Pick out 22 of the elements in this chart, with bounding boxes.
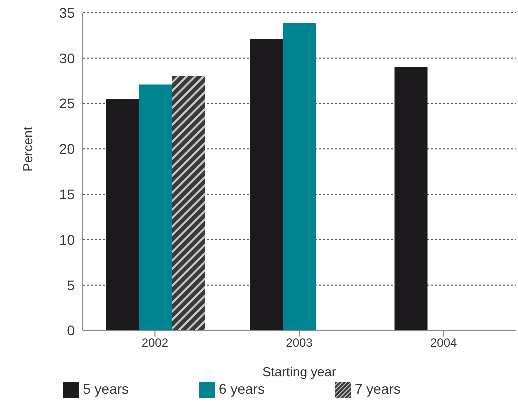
legend-label: 5 years xyxy=(83,380,130,397)
x-tick-label: 2002 xyxy=(142,336,169,350)
bar xyxy=(283,22,316,331)
y-tick-label: 20 xyxy=(59,141,76,158)
bar xyxy=(106,99,140,331)
y-tick-label: 5 xyxy=(67,277,76,294)
y-tick-label: 35 xyxy=(59,4,76,21)
x-tick-label: 2003 xyxy=(286,336,314,350)
y-tick-label: 15 xyxy=(59,186,76,203)
y-tick-label: 30 xyxy=(59,50,76,66)
bar xyxy=(172,76,206,331)
legend-label: 7 years xyxy=(354,380,401,397)
y-axis-title: Percent xyxy=(20,126,36,172)
bar xyxy=(139,84,172,331)
bar xyxy=(250,39,284,331)
legend-label: 6 years xyxy=(219,380,265,397)
y-tick-label: 10 xyxy=(59,232,76,248)
y-tick-label: 25 xyxy=(59,96,76,112)
x-axis-title: Starting year xyxy=(262,364,338,380)
bar xyxy=(394,67,428,331)
x-tick-label: 2004 xyxy=(430,336,458,350)
y-tick-label: 0 xyxy=(67,322,76,339)
